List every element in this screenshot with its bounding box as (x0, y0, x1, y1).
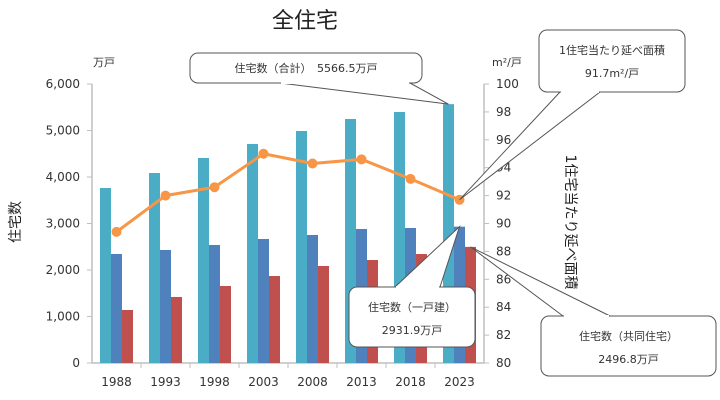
area-point-2003 (258, 148, 269, 159)
callout-area-2023: 1住宅当たり延べ面積 91.7m²/戸 (459, 29, 686, 201)
bar-total-1993 (149, 173, 160, 363)
area-point-2008 (307, 158, 318, 169)
callout-line1: 住宅数（一戸建） (368, 300, 456, 314)
callout-line1: 住宅数（合計） 5566.5万戸 (235, 61, 378, 75)
left-tick-label: 1,000 (46, 310, 80, 324)
callout-pointer (470, 246, 611, 317)
right-tick-label: 96 (496, 133, 511, 147)
right-tick-label: 86 (496, 272, 511, 286)
bar-total-1998 (198, 157, 209, 363)
right-tick-label: 100 (496, 77, 519, 91)
bar-total-2013 (345, 119, 356, 364)
right-tick-label: 98 (496, 105, 511, 119)
bar-apartment-2003 (269, 275, 280, 363)
left-tick-label: 0 (72, 356, 80, 370)
area-line (111, 148, 465, 237)
left-tick-label: 4,000 (46, 170, 80, 184)
bar-total-2023 (443, 104, 454, 364)
right-tick-label: 88 (496, 244, 511, 258)
right-tick-label: 90 (496, 217, 511, 231)
area-point-2013 (356, 154, 367, 165)
bar-total-2008 (296, 131, 307, 363)
callout-pointer (279, 82, 449, 105)
bar-apartment-1988 (122, 309, 133, 363)
x-tick-label: 2023 (444, 375, 475, 389)
bar-detached-2008 (307, 234, 318, 363)
right-tick-label: 82 (496, 328, 511, 342)
left-tick-label: 2,000 (46, 263, 80, 277)
x-tick-label: 2008 (297, 375, 328, 389)
right-tick-label: 92 (496, 189, 511, 203)
bar-total-2003 (247, 143, 258, 363)
area-line-path (115, 152, 461, 234)
bar-detached-2003 (258, 238, 269, 363)
bar-detached-1998 (209, 244, 220, 363)
callout-box (540, 315, 717, 377)
bar-apartment-2008 (318, 266, 329, 363)
area-point-1988 (111, 226, 122, 237)
callout-line1: 住宅数（共同住宅） (579, 329, 678, 343)
left-axis-unit: 万戸 (93, 56, 115, 69)
callout-apartment-2023: 住宅数（共同住宅） 2496.8万戸 (470, 246, 717, 377)
callout-box (538, 29, 686, 93)
right-axis-unit: m²/戸 (492, 56, 522, 69)
left-tick-label: 6,000 (46, 77, 80, 91)
x-tick-label: 2018 (395, 375, 426, 389)
x-tick-label: 2003 (248, 375, 279, 389)
callout-line2: 2931.9万戸 (382, 324, 443, 337)
left-tick-label: 5,000 (46, 124, 80, 138)
x-tick-label: 1988 (101, 375, 132, 389)
right-tick-label: 80 (496, 356, 511, 370)
left-axis-label: 住宅数 (8, 201, 24, 243)
callouts: 住宅数（合計） 5566.5万戸 1住宅当たり延べ面積 91.7m²/戸住宅数（一戸… (189, 29, 717, 377)
x-tick-label: 1998 (199, 375, 230, 389)
x-tick-label: 1993 (150, 375, 181, 389)
bar-total-1988 (100, 188, 111, 363)
callout-total-2023: 住宅数（合計） 5566.5万戸 (189, 52, 449, 105)
x-tick-label: 2013 (346, 375, 377, 389)
left-tick-label: 3,000 (46, 217, 80, 231)
chart-title: 全住宅 (272, 9, 338, 34)
right-axis-label: 1住宅当たり延べ面積 (562, 155, 578, 290)
callout-detached-2023: 住宅数（一戸建） 2931.9万戸 (348, 224, 476, 348)
bar-apartment-1998 (220, 285, 231, 363)
right-tick-label: 84 (496, 300, 511, 314)
area-point-1998 (209, 182, 220, 193)
bar-detached-1988 (111, 254, 122, 363)
callout-line2: 2496.8万戸 (598, 353, 659, 366)
area-point-2018 (405, 173, 416, 184)
callout-line1: 1住宅当たり延べ面積 (559, 43, 665, 57)
bar-total-2018 (394, 111, 405, 363)
bar-detached-1993 (160, 250, 171, 363)
area-point-1993 (160, 190, 171, 201)
callout-line2: 91.7m²/戸 (585, 67, 639, 80)
bar-apartment-1993 (171, 296, 182, 363)
callout-box (348, 286, 476, 348)
